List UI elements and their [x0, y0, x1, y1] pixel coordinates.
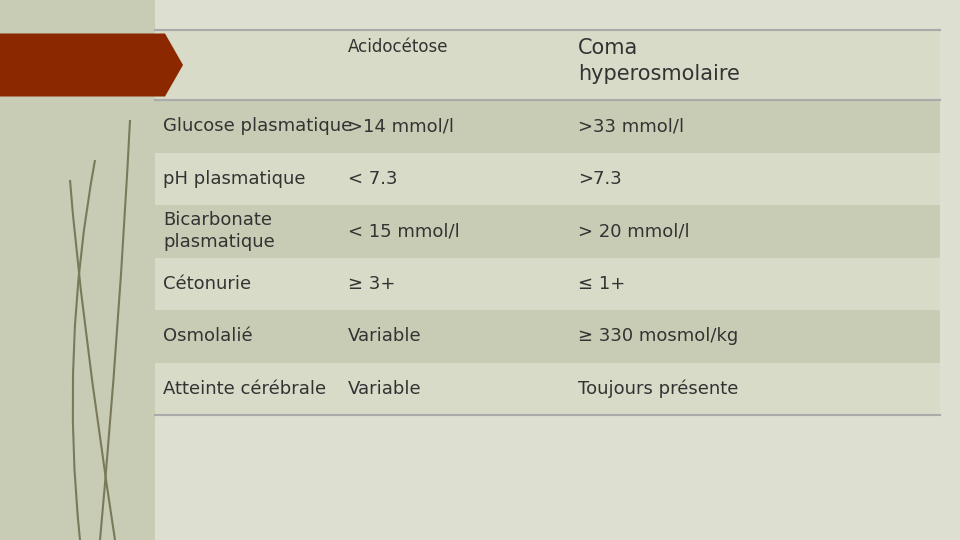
Text: Cétonurie: Cétonurie [163, 275, 252, 293]
Text: >14 mmol/l: >14 mmol/l [348, 117, 454, 135]
Bar [155, 362, 940, 415]
Bar [155, 100, 940, 152]
Text: pH plasmatique: pH plasmatique [163, 170, 305, 188]
Text: Variable: Variable [348, 380, 421, 398]
Text: < 7.3: < 7.3 [348, 170, 397, 188]
Text: Acidocétose: Acidocétose [348, 38, 448, 56]
Text: Osmolalié: Osmolalié [163, 327, 252, 345]
Bar [155, 30, 940, 100]
Bar [155, 205, 940, 258]
Text: ≥ 3+: ≥ 3+ [348, 275, 396, 293]
Bar [0, 0, 155, 540]
Text: Glucose plasmatique: Glucose plasmatique [163, 117, 352, 135]
Text: Atteinte cérébrale: Atteinte cérébrale [163, 380, 326, 398]
Text: Bicarbonate
plasmatique: Bicarbonate plasmatique [163, 211, 275, 251]
Text: < 15 mmol/l: < 15 mmol/l [348, 222, 460, 240]
Text: ≥ 330 mosmol/kg: ≥ 330 mosmol/kg [578, 327, 738, 345]
Text: ≤ 1+: ≤ 1+ [578, 275, 625, 293]
Text: Coma
hyperosmolaire: Coma hyperosmolaire [578, 38, 740, 84]
Text: > 20 mmol/l: > 20 mmol/l [578, 222, 689, 240]
Text: Variable: Variable [348, 327, 421, 345]
Bar [155, 310, 940, 362]
Text: >33 mmol/l: >33 mmol/l [578, 117, 684, 135]
Bar [155, 152, 940, 205]
Text: Toujours présente: Toujours présente [578, 380, 738, 398]
Text: >7.3: >7.3 [578, 170, 622, 188]
Bar [155, 258, 940, 310]
Polygon shape [0, 33, 183, 97]
